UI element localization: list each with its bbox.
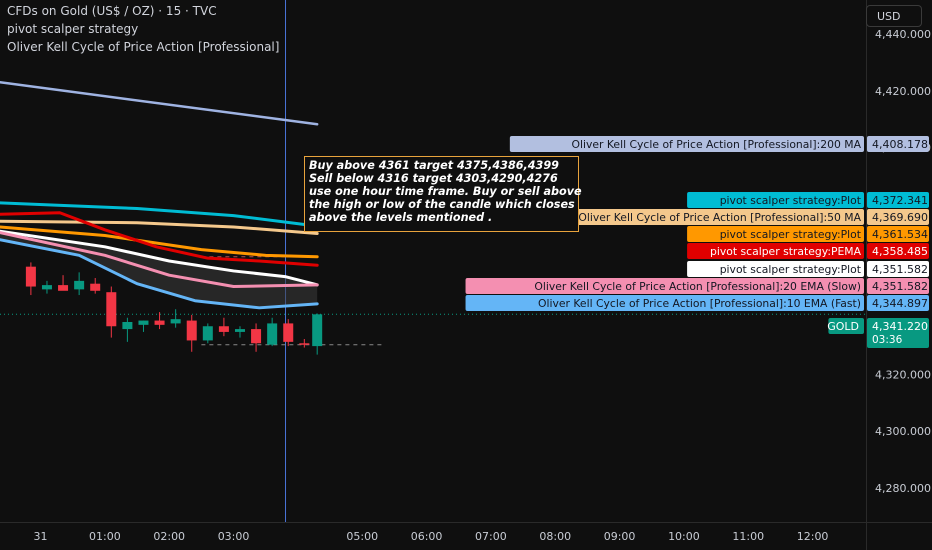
indicator-name-label: pivot scalper strategy:Plot [720,228,861,241]
indicator-name-label: Oliver Kell Cycle of Price Action [Profe… [534,280,861,293]
candle-body[interactable] [234,329,245,332]
symbol-title[interactable]: CFDs on Gold (US$ / OZ) · 15 · TVC [7,4,217,18]
series-line [0,81,319,126]
indicator-name-box [465,278,864,294]
time-tick-label: 10:00 [668,530,700,543]
indicator-value: 4,351.582 [872,263,928,276]
candle-body[interactable] [312,314,323,347]
candle-body[interactable] [218,326,229,332]
price-tick-label: 4,280.000 [875,482,931,495]
indicator-value-box [867,209,929,225]
indicator-name-label: pivot scalper strategy:Plot [720,263,861,276]
indicator-name-box [687,226,864,242]
candle-body[interactable] [202,326,213,341]
time-tick-label: 01:00 [89,530,121,543]
time-tick-label: 06:00 [411,530,443,543]
candle-body[interactable] [58,285,69,291]
countdown-timer: 03:36 [872,334,903,346]
note-line: use one hour time frame. Buy or sell abo… [309,185,582,198]
candle-body[interactable] [154,320,165,325]
indicator-value: 4,361.534 [872,228,928,241]
text-note[interactable]: Buy above 4361 target 4375,4386,4399 Sel… [304,156,582,232]
indicator-name-label: Oliver Kell Cycle of Price Action [Profe… [538,297,861,310]
series-line [0,201,319,228]
candle-body[interactable] [106,292,117,327]
series-line [0,238,319,310]
indicator-value: 4,369.690 [872,211,928,224]
time-tick-label: 03:00 [218,530,250,543]
note-line: Buy above 4361 target 4375,4386,4399 [309,159,559,172]
indicator-name-box [687,243,864,259]
currency-button[interactable]: USD [866,5,922,27]
candle-body[interactable] [74,280,85,290]
note-line: the high or low of the candle which clos… [309,198,575,211]
candle-body[interactable] [25,266,36,287]
symbol-name-box [828,318,864,334]
indicator-value-box [867,295,929,311]
series-line [0,229,319,287]
price-tick-label: 4,320.000 [875,368,931,381]
indicator-value-box [867,243,929,259]
last-price-box [867,318,929,348]
candle-body[interactable] [186,320,197,341]
time-tick-label: 12:00 [797,530,829,543]
indicator-name-label: Oliver Kell Cycle of Price Action [Profe… [571,138,861,151]
candle-body[interactable] [299,343,310,345]
symbol-name-label: GOLD [827,320,859,333]
indicator-value: 4,372.341 [872,194,928,207]
indicator-oliver-kell[interactable]: Oliver Kell Cycle of Price Action [Profe… [7,40,280,54]
indicator-name-box [465,295,864,311]
time-tick-label: 09:00 [604,530,636,543]
indicator-name-label: Oliver Kell Cycle of Price Action [Profe… [578,211,861,224]
indicator-value-box [867,226,929,242]
indicator-value-box [867,278,929,294]
indicator-name-label: pivot scalper strategy:PEMA [710,245,862,258]
candle-body[interactable] [283,323,294,342]
time-tick-label: 02:00 [153,530,185,543]
indicator-name-label: pivot scalper strategy:Plot [720,194,861,207]
indicator-value: 4,344.897 [872,297,928,310]
time-tick-label: 31 [34,530,48,543]
price-tick-label: 4,420.000 [875,85,931,98]
candle-body[interactable] [90,283,101,291]
price-tick-label: 4,300.000 [875,425,931,438]
indicator-value: 4,351.582 [872,280,928,293]
time-tick-label: 05:00 [346,530,378,543]
indicator-value: 4,358.485 [872,245,928,258]
price-tick-label: 4,440.000 [875,28,931,41]
candle-body[interactable] [41,285,52,290]
indicator-value: 4,408.178 [872,138,928,151]
indicator-name-box [687,261,864,277]
indicator-pivot-scalper[interactable]: pivot scalper strategy [7,22,139,36]
indicator-value-box [867,136,929,152]
note-line: above the levels mentioned . [309,211,493,224]
time-tick-label: 11:00 [732,530,764,543]
indicator-name-box [516,209,864,225]
candle-body[interactable] [170,319,181,324]
candle-body[interactable] [122,321,133,330]
last-price-value: 4,341.220 [872,320,928,333]
series-line [0,219,319,235]
series-line [0,211,319,267]
time-tick-label: 07:00 [475,530,507,543]
indicator-value-box [867,261,929,277]
indicator-value-box [867,192,929,208]
candle-body[interactable] [251,329,262,344]
indicator-name-box [687,192,864,208]
series-line [0,231,319,289]
indicator-name-box [509,136,864,152]
series-line [0,225,319,259]
time-tick-label: 08:00 [539,530,571,543]
candle-body[interactable] [267,323,278,345]
candle-body[interactable] [138,320,149,325]
note-line: Sell below 4316 target 4303,4290,4276 [309,172,558,185]
